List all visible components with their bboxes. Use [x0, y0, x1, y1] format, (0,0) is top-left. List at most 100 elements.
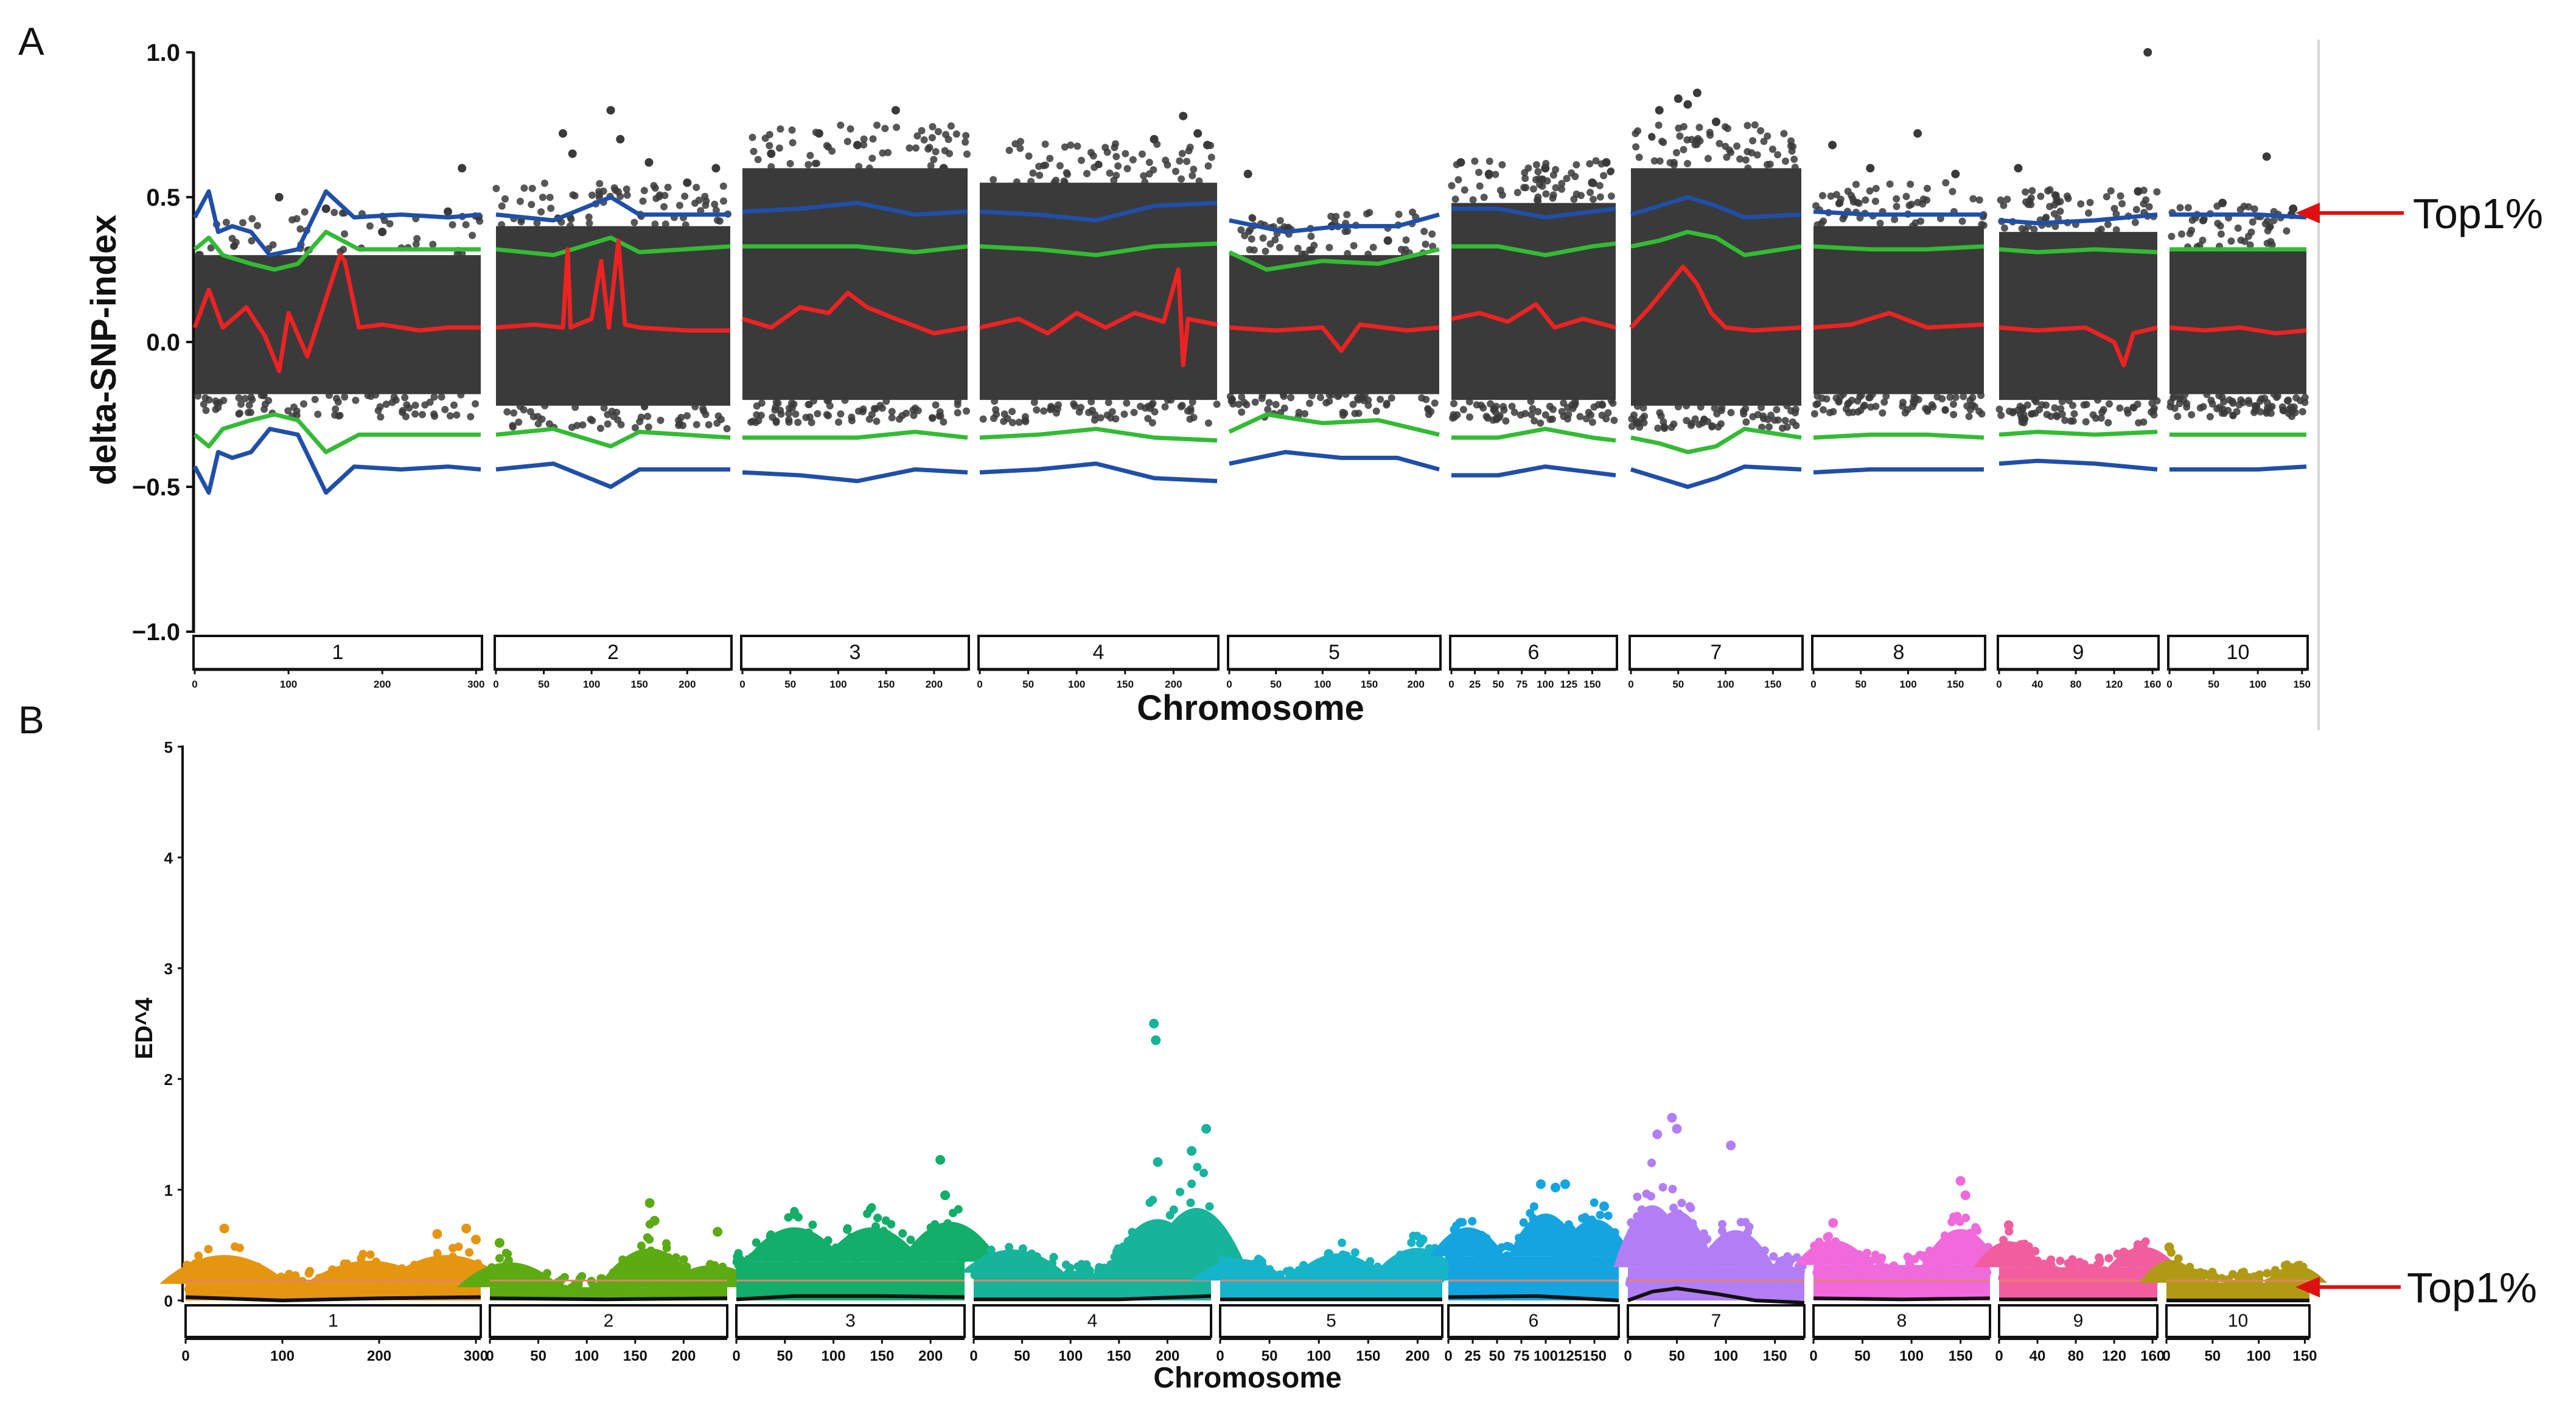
snp-point	[1341, 410, 1349, 417]
ed-point	[357, 1254, 366, 1263]
snp-point	[1529, 405, 1537, 413]
snp-point	[2005, 407, 2013, 415]
snp-point	[2106, 400, 2113, 408]
snp-outlier-point	[2014, 164, 2023, 173]
ed-point	[2194, 1281, 2204, 1290]
ed-point	[2188, 1285, 2197, 1293]
snp-point	[1893, 195, 1901, 203]
ed-point	[1530, 1219, 1539, 1228]
snp-point	[650, 182, 658, 190]
facet-chr-2: 20 50 100 150 200	[492, 106, 733, 690]
ed-point	[1633, 1192, 1642, 1201]
ed-outlier-point	[1151, 1035, 1161, 1045]
snp-point	[1325, 397, 1333, 405]
snp-point	[1706, 128, 1714, 136]
ed-chr-x-tick-label: 150	[1949, 1348, 1973, 1364]
ed-point	[1338, 1238, 1347, 1248]
ed-point	[1754, 1251, 1764, 1260]
ed-point	[2115, 1279, 2124, 1288]
snp-point	[714, 412, 722, 420]
snp-point	[207, 244, 215, 252]
snp-point	[1760, 138, 1768, 145]
snp-point	[2000, 201, 2008, 209]
ed-point	[1513, 1272, 1523, 1282]
snp-point	[1960, 393, 1967, 400]
ed-point	[797, 1261, 806, 1270]
ed-point	[713, 1288, 722, 1297]
snp-point	[472, 400, 480, 408]
ed-point	[1265, 1265, 1274, 1274]
snp-point	[1970, 403, 1978, 410]
ed-facet-chr-9: 90 40 80 120 160	[1974, 1220, 2178, 1364]
ed-point	[1596, 1210, 1605, 1220]
ed-chr-strip-label: 6	[1529, 1311, 1539, 1331]
snp-points	[979, 111, 1221, 427]
snp-point	[449, 221, 456, 229]
snp-point	[1422, 240, 1429, 248]
ed-chr-strip	[489, 1304, 728, 1338]
ed-point	[1647, 1158, 1656, 1167]
ed-point	[1689, 1238, 1698, 1247]
snp-point	[1876, 220, 1884, 227]
snp-point-cloud	[2169, 249, 2306, 394]
snp-point	[498, 202, 506, 210]
snp-point	[1424, 405, 1432, 413]
ed-point-peak	[1697, 1230, 1775, 1268]
ed-outlier-point	[1955, 1176, 1966, 1186]
ed-point	[2210, 1272, 2219, 1281]
snp-point	[2200, 217, 2207, 225]
ed-point	[1342, 1251, 1351, 1260]
ed-point	[407, 1282, 416, 1291]
snp-point	[623, 185, 630, 193]
delta-snp-mean-line	[1998, 325, 2158, 368]
ed-point	[1915, 1251, 1924, 1260]
ed-point	[1128, 1227, 1137, 1237]
snp-point	[990, 176, 997, 184]
ed-point	[1548, 1235, 1557, 1244]
snp-point	[1030, 399, 1038, 407]
snp-point	[1114, 162, 1122, 170]
ed-point	[1529, 1202, 1538, 1211]
snp-point	[1635, 153, 1643, 161]
ed-point	[305, 1266, 315, 1276]
ed-facet-chr-5: 50 50 100 150 200	[1191, 1231, 1467, 1364]
snp-point	[869, 135, 877, 143]
ed-point	[1049, 1252, 1058, 1262]
ed-point	[1126, 1257, 1136, 1266]
ed-point	[1519, 1218, 1528, 1227]
snp-point	[492, 184, 500, 192]
snp-outlier-point	[1828, 141, 1837, 150]
snp-point	[2207, 396, 2215, 404]
ed-point	[1456, 1239, 1465, 1248]
snp-point	[1479, 404, 1487, 412]
ed-point	[1922, 1263, 1931, 1272]
snp-outlier-point	[568, 149, 577, 158]
ed-point	[1849, 1268, 1858, 1277]
snp-point	[1094, 160, 1102, 168]
snp-point	[2036, 406, 2043, 414]
ed-point	[340, 1259, 349, 1268]
ed-outlier-point	[1726, 1140, 1736, 1151]
ed-point	[2243, 1279, 2252, 1288]
snp-point	[1041, 140, 1049, 148]
ed-chr-strip	[1627, 1304, 1806, 1338]
threshold-95-lower-line	[1228, 412, 1440, 437]
ed-chr-x-tick-label: 200	[1405, 1348, 1429, 1364]
snp-point	[1243, 401, 1251, 408]
snp-point	[2236, 206, 2244, 214]
ed-point	[1932, 1263, 1941, 1272]
snp-point	[1259, 234, 1267, 242]
snp-point	[421, 401, 429, 409]
ed-point	[1966, 1229, 1975, 1238]
chr-strip-label: 2	[607, 641, 619, 664]
snp-point	[753, 411, 761, 419]
ed-point	[1555, 1226, 1565, 1235]
snp-point	[1845, 399, 1852, 407]
snp-point	[367, 393, 375, 400]
chr-x-tick-label: 150	[1947, 679, 1964, 690]
snp-point	[377, 413, 385, 421]
ed-point	[1701, 1235, 1710, 1244]
snp-point	[1164, 396, 1171, 404]
snp-point	[1120, 410, 1128, 418]
